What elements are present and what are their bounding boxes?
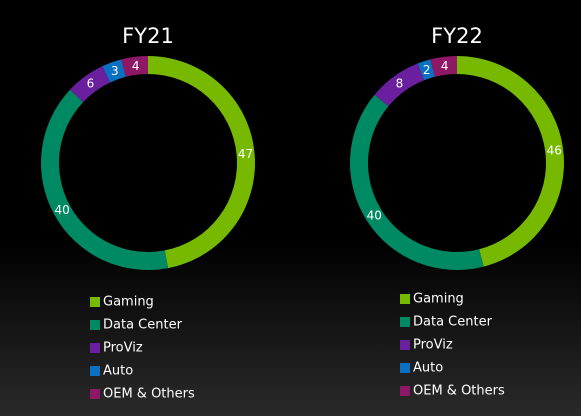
slice-data-center: [41, 89, 169, 271]
slice-label-auto: 3: [111, 64, 119, 78]
slice-gaming: [457, 56, 564, 267]
slice-oem-and-others: [121, 56, 148, 77]
chart-title: FY21: [122, 24, 174, 48]
slice-label-gaming: 47: [238, 147, 253, 161]
legend-swatch-oem-and-others: [90, 389, 100, 399]
slice-label-oem-and-others: 4: [132, 59, 140, 73]
slice-label-proviz: 8: [396, 77, 404, 91]
legend-swatch-gaming: [400, 294, 410, 304]
legend-label-oem-and-others: OEM & Others: [413, 384, 505, 399]
legend-label-gaming: Gaming: [413, 292, 464, 307]
legend: Gaming Data Center ProViz Auto OEM & Others: [400, 292, 505, 399]
legend: Gaming Data Center ProViz Auto OEM & Others: [90, 295, 195, 402]
legend-swatch-data-center: [90, 320, 100, 330]
legend-swatch-proviz: [400, 340, 410, 350]
legend-label-gaming: Gaming: [103, 295, 154, 310]
legend-swatch-auto: [90, 366, 100, 376]
legend-label-data-center: Data Center: [103, 318, 183, 333]
slice-label-gaming: 46: [547, 144, 562, 158]
legend-swatch-auto: [400, 363, 410, 373]
slice-proviz: [70, 66, 111, 103]
donut-chart-fy22: FY22 46 40 8 2 4 Gaming Data Center ProViz Auto OE…: [349, 24, 564, 399]
slice-auto: [102, 59, 126, 83]
slice-proviz: [374, 63, 425, 107]
slice-auto: [417, 59, 435, 81]
legend-label-data-center: Data Center: [413, 315, 493, 330]
legend-label-oem-and-others: OEM & Others: [103, 387, 195, 402]
legend-swatch-data-center: [400, 317, 410, 327]
legend-swatch-gaming: [90, 297, 100, 307]
slice-label-data-center: 40: [367, 209, 382, 223]
slice-label-data-center: 40: [54, 203, 69, 217]
donut-chart-fy21: FY21 47 40 6 3 4 Gaming Data Center ProViz Auto OE…: [41, 24, 255, 402]
slice-data-center: [349, 94, 484, 271]
legend-label-auto: Auto: [413, 361, 443, 376]
legend-swatch-proviz: [90, 343, 100, 353]
slice-label-oem-and-others: 4: [441, 59, 449, 73]
legend-label-auto: Auto: [103, 364, 133, 379]
slice-gaming: [148, 56, 255, 269]
slice-label-proviz: 6: [87, 77, 95, 91]
slice-label-auto: 2: [423, 63, 431, 77]
legend-swatch-oem-and-others: [400, 386, 410, 396]
legend-label-proviz: ProViz: [413, 338, 453, 353]
chart-title: FY22: [431, 24, 483, 48]
slice-oem-and-others: [430, 56, 457, 77]
legend-label-proviz: ProViz: [103, 341, 143, 356]
